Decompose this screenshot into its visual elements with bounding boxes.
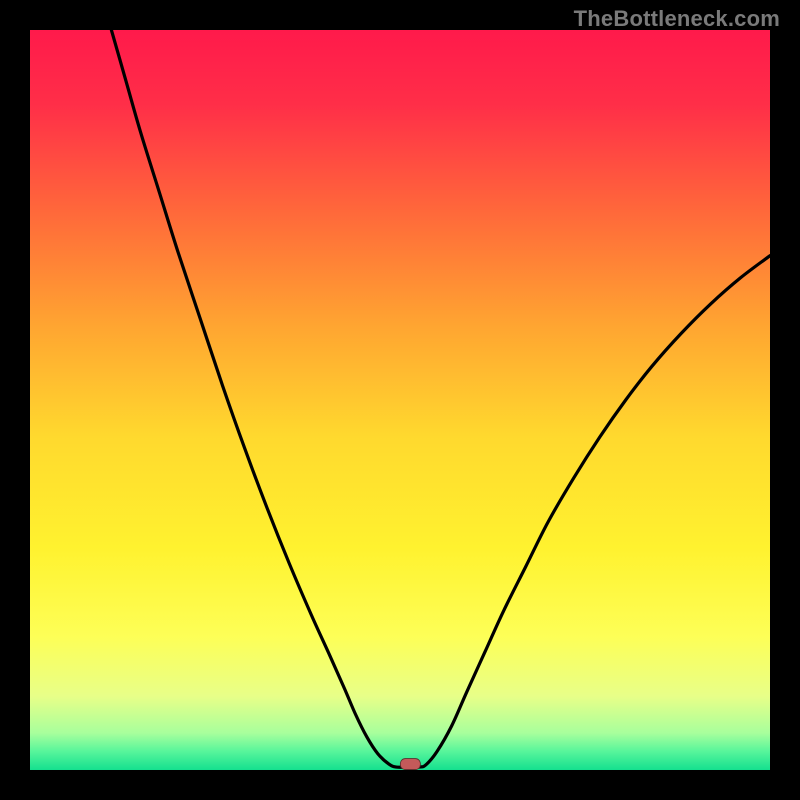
plot-svg bbox=[30, 30, 770, 770]
chart-frame: TheBottleneck.com bbox=[0, 0, 800, 800]
optimum-marker bbox=[400, 759, 420, 770]
plot-background bbox=[30, 30, 770, 770]
watermark-text: TheBottleneck.com bbox=[574, 6, 780, 32]
plot-area bbox=[30, 30, 770, 770]
